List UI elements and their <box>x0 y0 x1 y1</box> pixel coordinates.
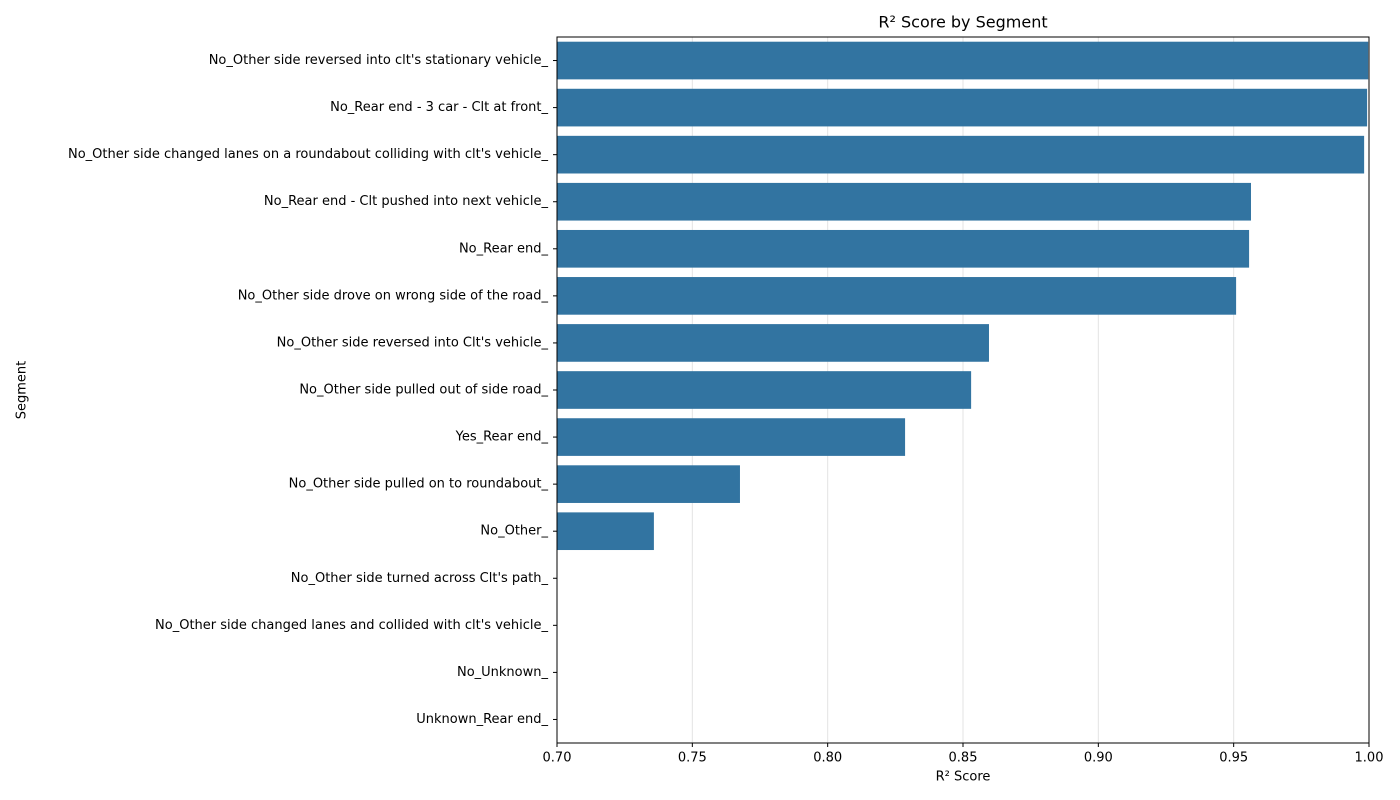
y-tick-label: Yes_Rear end_ <box>455 430 549 445</box>
y-tick-label: No_Other side pulled out of side road_ <box>299 383 548 398</box>
y-tick-label: No_Other side changed lanes and collided… <box>155 618 548 633</box>
y-tick-label: No_Rear end - 3 car - Clt at front_ <box>330 100 548 115</box>
y-tick-label: No_Other side turned across Clt's path_ <box>291 571 549 586</box>
bar <box>557 465 740 503</box>
labels: 0.70 0.75 0.80 0.85 0.90 0.95 1.00 No_Other sid… <box>68 53 1384 765</box>
bars <box>557 41 1369 551</box>
y-tick-label: No_Rear end_ <box>459 241 549 256</box>
bar <box>557 88 1368 127</box>
x-tick-label: 0.75 <box>678 751 707 766</box>
y-tick-label: No_Other side drove on wrong side of the… <box>238 288 549 303</box>
bar <box>557 41 1369 80</box>
x-tick-label: 0.70 <box>543 751 572 766</box>
y-axis-label: Segment <box>15 361 30 420</box>
x-tick-label: 0.95 <box>1219 751 1248 766</box>
y-tick-label: No_Rear end - Clt pushed into next vehic… <box>264 194 549 209</box>
y-tick-label: Unknown_Rear end_ <box>416 712 548 727</box>
y-tick-label: No_Other side pulled on to roundabout_ <box>289 477 549 492</box>
bar <box>557 277 1237 315</box>
bar <box>557 512 654 551</box>
y-tick-label: No_Other side reversed into clt's statio… <box>209 53 549 68</box>
bar <box>557 182 1251 221</box>
x-tick-label: 0.90 <box>1084 751 1113 766</box>
chart-title: R² Score by Segment <box>878 13 1047 32</box>
x-tick-label: 0.85 <box>949 751 978 766</box>
y-tick-label: No_Other_ <box>480 524 548 539</box>
x-tick-label: 0.80 <box>813 751 842 766</box>
x-tick-label: 1.00 <box>1355 751 1384 766</box>
bar <box>557 418 906 456</box>
x-axis-label: R² Score <box>936 770 991 785</box>
bar <box>557 371 972 409</box>
y-tick-label: No_Unknown_ <box>457 665 549 680</box>
bar <box>557 324 989 362</box>
y-tick-label: No_Other side reversed into Clt's vehicl… <box>277 335 549 350</box>
y-tick-label: No_Other side changed lanes on a roundab… <box>68 147 549 162</box>
bar <box>557 135 1365 174</box>
bar <box>557 229 1250 268</box>
